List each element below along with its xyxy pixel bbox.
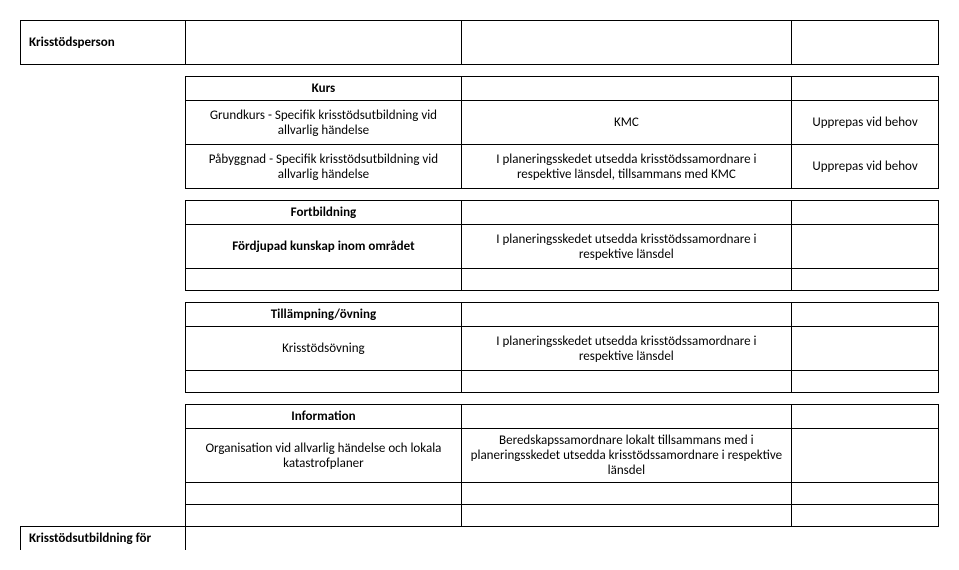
kurs-heading: Kurs (186, 77, 461, 101)
tillampning-empty-col1 (21, 371, 186, 393)
information-col1 (21, 405, 186, 429)
information-row1-col3: Beredskapssamordnare lokalt tillsammans … (461, 429, 791, 483)
fortbildning-empty-col4 (792, 269, 939, 291)
information-empty1-col4 (792, 483, 939, 505)
tillampning-row1: Krisstödsövning I planeringsskedet utsed… (21, 327, 939, 371)
information-row1-col1 (21, 429, 186, 483)
header-row: Krisstödsperson (21, 21, 939, 65)
kurs-heading-col3 (461, 77, 791, 101)
spacer-1 (21, 65, 939, 77)
footer-row: Krisstödsutbildning för (21, 527, 939, 551)
header-empty-2 (186, 21, 461, 65)
information-row1-col2: Organisation vid allvarlig händelse och … (186, 429, 461, 483)
tillampning-row1-col3: I planeringsskedet utsedda krisstödssamo… (461, 327, 791, 371)
header-empty-4 (792, 21, 939, 65)
information-empty2 (21, 505, 939, 527)
information-heading-col4 (792, 405, 939, 429)
fortbildning-heading: Fortbildning (186, 201, 461, 225)
kurs-col1 (21, 77, 186, 101)
fortbildning-row1-col2: Fördjupad kunskap inom området (186, 225, 461, 269)
spacer-4 (21, 393, 939, 405)
tillampning-row1-col2: Krisstödsövning (186, 327, 461, 371)
kurs-row1: Grundkurs - Specifik krisstödsutbildning… (21, 101, 939, 145)
tillampning-empty-col4 (792, 371, 939, 393)
kurs-row1-col2: Grundkurs - Specifik krisstödsutbildning… (186, 101, 461, 145)
information-empty1-col2 (186, 483, 461, 505)
information-empty2-col3 (461, 505, 791, 527)
kurs-row2: Påbyggnad - Specifik krisstödsutbildning… (21, 145, 939, 189)
tillampning-col1 (21, 303, 186, 327)
fortbildning-empty-col2 (186, 269, 461, 291)
header-title-cell: Krisstödsperson (21, 21, 186, 65)
kurs-row2-col1 (21, 145, 186, 189)
information-heading-row: Information (21, 405, 939, 429)
kurs-row2-col4: Upprepas vid behov (792, 145, 939, 189)
fortbildning-heading-col3 (461, 201, 791, 225)
fortbildning-col1 (21, 201, 186, 225)
tillampning-heading-col3 (461, 303, 791, 327)
tillampning-heading: Tillämpning/övning (186, 303, 461, 327)
fortbildning-empty-col1 (21, 269, 186, 291)
fortbildning-heading-row: Fortbildning (21, 201, 939, 225)
kurs-heading-col4 (792, 77, 939, 101)
information-heading: Information (186, 405, 461, 429)
footer-title-cell: Krisstödsutbildning för (21, 527, 186, 551)
information-empty2-col1 (21, 505, 186, 527)
information-empty1-col3 (461, 483, 791, 505)
fortbildning-row1-col4 (792, 225, 939, 269)
footer-col2 (186, 527, 461, 551)
fortbildning-row1: Fördjupad kunskap inom området I planeri… (21, 225, 939, 269)
information-row1: Organisation vid allvarlig händelse och … (21, 429, 939, 483)
kurs-row2-col3: I planeringsskedet utsedda krisstödssamo… (461, 145, 791, 189)
fortbildning-heading-col4 (792, 201, 939, 225)
tillampning-row1-col1 (21, 327, 186, 371)
tillampning-heading-row: Tillämpning/övning (21, 303, 939, 327)
information-empty2-col2 (186, 505, 461, 527)
fortbildning-row1-col3: I planeringsskedet utsedda krisstödssamo… (461, 225, 791, 269)
footer-col3 (461, 527, 791, 551)
tillampning-heading-col4 (792, 303, 939, 327)
kurs-row1-col1 (21, 101, 186, 145)
kurs-heading-row: Kurs (21, 77, 939, 101)
fortbildning-empty-row (21, 269, 939, 291)
spacer-2 (21, 189, 939, 201)
kurs-row1-col4: Upprepas vid behov (792, 101, 939, 145)
information-empty1-col1 (21, 483, 186, 505)
information-heading-col3 (461, 405, 791, 429)
tillampning-row1-col4 (792, 327, 939, 371)
information-empty1 (21, 483, 939, 505)
tillampning-empty-col3 (461, 371, 791, 393)
main-table: Krisstödsperson Kurs Grundkurs - Specifi… (20, 20, 939, 550)
information-empty2-col4 (792, 505, 939, 527)
kurs-row2-col2: Påbyggnad - Specifik krisstödsutbildning… (186, 145, 461, 189)
fortbildning-row1-col1 (21, 225, 186, 269)
header-empty-3 (461, 21, 791, 65)
fortbildning-empty-col3 (461, 269, 791, 291)
tillampning-empty-col2 (186, 371, 461, 393)
kurs-row1-col3: KMC (461, 101, 791, 145)
tillampning-empty-row (21, 371, 939, 393)
footer-col4 (792, 527, 939, 551)
information-row1-col4 (792, 429, 939, 483)
spacer-3 (21, 291, 939, 303)
